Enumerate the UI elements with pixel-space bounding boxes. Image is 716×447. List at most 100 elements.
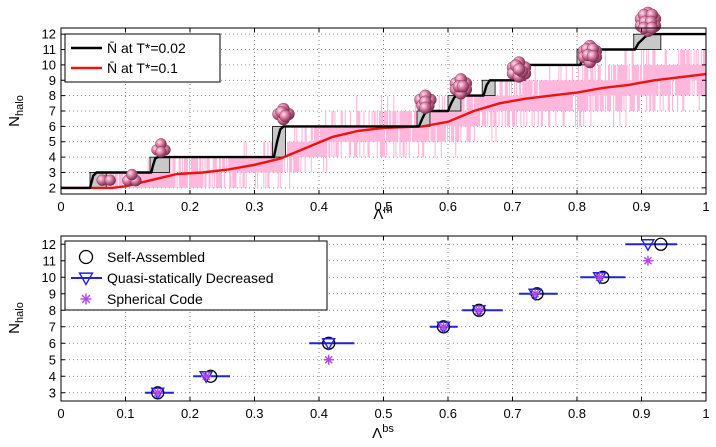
- bottom-legend-label: Spherical Code: [107, 291, 203, 307]
- cluster-icon: [506, 56, 532, 83]
- cluster-icon: [272, 102, 295, 126]
- top-xtick-label: 0.3: [245, 199, 263, 214]
- cluster-sphere: [279, 109, 292, 123]
- top-ticks: 0 0.1 0.2 0.3 0.4 0.5 0.6 0.7 0.8 0.9 123456789101…: [42, 27, 710, 214]
- top-ytick-label: 11: [43, 42, 57, 57]
- top-ytick-label: 4: [49, 150, 56, 165]
- top-ytick-label: 8: [49, 88, 56, 103]
- bottom-ytick-label: 6: [49, 336, 56, 351]
- top-ytick-label: 7: [49, 104, 56, 119]
- bottom-legend-label: Self-Assembled: [107, 249, 205, 265]
- top-xtick-label: 0.5: [374, 199, 392, 214]
- spherical-code-point: [152, 387, 163, 398]
- top-series-line: [61, 32, 706, 190]
- bottom-ytick-label: 4: [49, 369, 56, 384]
- top-panel: 0 0.1 0.2 0.3 0.4 0.5 0.6 0.7 0.8 0.9 123456789101…: [6, 6, 710, 223]
- bottom-panel: 0 0.1 0.2 0.3 0.4 0.5 0.6 0.7 0.8 0.9 1 34 56 78 910 11…: [6, 235, 710, 442]
- top-ylabel: Nhalo: [6, 95, 26, 127]
- spherical-code-point-stroke: [531, 289, 540, 298]
- bottom-ytick-label: 7: [49, 319, 56, 334]
- cluster-sphere: [456, 80, 470, 93]
- top-ytick-label: 12: [42, 27, 56, 42]
- cluster-sphere: [104, 174, 116, 186]
- bottom-ytick-label: 11: [43, 253, 57, 268]
- bottom-ytick-label: 5: [49, 352, 56, 367]
- cluster-sphere: [155, 146, 167, 158]
- bottom-xlabel: Λbs: [372, 423, 394, 442]
- bottom-xtick-label: 0.1: [116, 406, 134, 421]
- bottom-legend-label: Quasi-statically Decreased: [107, 270, 274, 286]
- legend-qd-marker: [78, 272, 94, 286]
- cluster-icon: [449, 73, 473, 100]
- spherical-code-point-stroke: [153, 388, 162, 397]
- bottom-xtick-label: 0.8: [568, 406, 586, 421]
- top-ytick-label: 10: [42, 57, 56, 72]
- cluster-sphere: [512, 63, 526, 76]
- top-legend-label: N̄ at T*=0.1: [107, 60, 178, 76]
- top-xtick-label: 0.2: [181, 199, 199, 214]
- bottom-xtick-label: 0.2: [181, 406, 199, 421]
- cluster-sphere: [419, 101, 432, 115]
- bottom-xtick-label: 0.6: [439, 406, 457, 421]
- top-series: [61, 32, 706, 190]
- bottom-legend: Self-Assembled Quasi-statically Decreased…: [64, 240, 328, 311]
- top-xtick-label: 0.1: [116, 199, 134, 214]
- top-xtick-label: 1: [702, 199, 709, 214]
- cluster-icon: [577, 39, 603, 69]
- legend-spherical-code-marker-stroke: [81, 294, 91, 304]
- spherical-code-point-stroke: [595, 273, 604, 282]
- top-legend-box: [64, 33, 221, 83]
- cluster-sphere: [586, 49, 600, 63]
- qd-point: [321, 338, 336, 351]
- cluster-icon: [96, 174, 116, 186]
- top-transition-box: [447, 95, 462, 112]
- bottom-xtick-label: 0.4: [310, 406, 328, 421]
- bottom-legend-box: [64, 240, 328, 311]
- bottom-ticks: 0 0.1 0.2 0.3 0.4 0.5 0.6 0.7 0.8 0.9 1 34 56 78 910 11…: [42, 236, 710, 421]
- top-series-line: [61, 72, 706, 190]
- top-legend: N̄ at T*=0.02 N̄ at T*=0.1: [64, 33, 221, 83]
- top-legend-label: N̄ at T*=0.02: [107, 40, 186, 56]
- top-xlabel: Λm: [373, 204, 392, 223]
- top-ytick-label: 9: [49, 73, 56, 88]
- top-ytick-label: 5: [49, 134, 56, 149]
- top-xtick-label: 0.6: [439, 199, 457, 214]
- spherical-code-point-stroke: [643, 256, 652, 265]
- bottom-ytick-label: 8: [49, 303, 56, 318]
- top-xtick-label: 0.9: [632, 199, 650, 214]
- spherical-code-point-stroke: [474, 306, 483, 315]
- bottom-xtick-label: 0.9: [632, 406, 650, 421]
- qd-point: [640, 239, 656, 252]
- spherical-code-point: [594, 272, 605, 283]
- bottom-xtick-label: 0.5: [374, 406, 392, 421]
- cluster-icon: [122, 168, 142, 187]
- bottom-xtick-label: 1: [702, 406, 709, 421]
- bottom-xtick-label: 0.7: [503, 406, 521, 421]
- bottom-xtick-label: 0: [57, 406, 64, 421]
- spherical-code-point: [438, 321, 449, 332]
- top-clusters: [96, 6, 662, 187]
- top-xtick-label: 0.4: [310, 199, 328, 214]
- top-xtick-label: 0.7: [503, 199, 521, 214]
- self-assembled-point: [654, 237, 668, 251]
- bottom-xtick-label: 0.3: [245, 406, 263, 421]
- spherical-code-point-stroke: [324, 355, 333, 364]
- spherical-code-point: [473, 305, 484, 316]
- bottom-series: [144, 237, 677, 401]
- top-ytick-label: 6: [49, 119, 56, 134]
- spherical-code-point-stroke: [439, 322, 448, 331]
- legend-self-assembled-marker: [78, 249, 94, 265]
- bottom-ytick-label: 10: [42, 270, 56, 285]
- top-ytick-label: 3: [49, 165, 56, 180]
- bottom-ytick-label: 12: [42, 237, 56, 252]
- spherical-code-point: [201, 371, 212, 382]
- cluster-icon: [414, 89, 437, 115]
- spherical-code-point: [642, 255, 653, 266]
- bottom-ytick-label: 3: [49, 385, 56, 400]
- legend-spherical-code-marker: [80, 293, 92, 305]
- top-xtick-label: 0: [57, 199, 64, 214]
- spherical-code-point-stroke: [202, 372, 211, 381]
- cluster-icon: [151, 138, 171, 158]
- top-xtick-label: 0.8: [568, 199, 586, 214]
